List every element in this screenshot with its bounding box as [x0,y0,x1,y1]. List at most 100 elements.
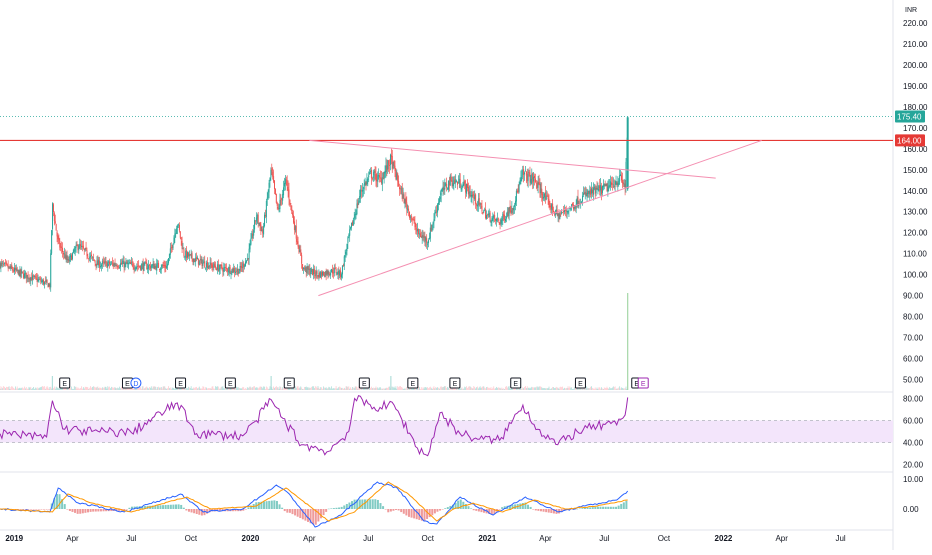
candle-body [228,271,229,272]
candle-body [260,223,261,226]
volume-bar [241,389,242,390]
volume-bar [425,387,426,390]
macd-histogram-bar [325,509,327,512]
macd-histogram-bar [35,509,37,510]
time-axis-tick-label: 2021 [478,534,496,543]
volume-bar [334,388,335,390]
candle-body [405,197,406,202]
volume-bar [447,387,448,390]
volume-bar [90,386,91,390]
candle-body [510,206,511,211]
volume-bar [207,388,208,390]
volume-bar [83,387,84,390]
candle-body [257,215,258,219]
candle-body [448,180,449,189]
volume-bar [12,387,13,390]
earnings-marker[interactable]: E [176,378,186,388]
candle-body [609,186,610,187]
macd-pane[interactable] [0,482,628,527]
earnings-marker[interactable]: E [60,378,70,388]
earnings-marker[interactable]: E [450,378,460,388]
candle-body [89,257,90,259]
volume-bar [323,386,324,390]
candle-body [145,262,146,264]
candle-body [540,188,541,192]
candle-body [450,175,451,185]
macd-histogram-bar [276,501,278,509]
macd-histogram-bar [431,509,433,515]
candle-body [502,214,503,220]
volume-bar [308,387,309,390]
candle-body [192,253,193,259]
candle-body [303,268,304,270]
volume-bar [443,387,444,390]
axes-layer[interactable]: 50.0060.0070.0080.0090.00100.00110.00120… [5,19,928,543]
candle-body [535,179,536,183]
volume-bar [335,388,336,390]
volume-bar [76,387,77,390]
candle-body [431,228,432,231]
volume-bar [203,386,204,390]
volume-bar [548,388,549,390]
earnings-marker[interactable]: E [284,378,294,388]
candle-body [250,244,251,249]
volume-bar [473,388,474,390]
macd-histogram-bar [527,505,529,509]
earnings-marker[interactable]: E [408,378,418,388]
volume-bar [224,388,225,390]
volume-bar [5,388,6,390]
candle-body [404,194,405,203]
volume-bar [146,386,147,390]
volume-bar [578,389,579,390]
candle-body [566,210,567,211]
candle-body [356,214,357,215]
earnings-marker[interactable]: E [359,378,369,388]
volume-bar [597,388,598,390]
earnings-marker[interactable]: E [575,378,585,388]
candle-body [81,246,82,247]
candle-body [31,277,32,280]
candle-body [408,209,409,211]
macd-histogram-bar [499,509,501,510]
volume-bar [272,389,273,390]
candle-body [50,253,51,287]
macd-histogram-bar [429,509,431,517]
candle-body [156,264,157,271]
macd-histogram-bar [369,499,371,509]
volume-bar [330,388,331,390]
volume-bar [145,387,146,390]
volume-bar [19,388,20,390]
macd-histogram-bar [100,509,102,511]
volume-bar [472,388,473,390]
candle-body [16,268,17,270]
volume-bar [304,387,305,390]
earnings-marker[interactable]: E [511,378,521,388]
candle-body [409,212,410,218]
macd-histogram-bar [400,509,402,512]
candle-body [391,155,392,157]
candle-body [86,250,87,256]
volume-bar [445,386,446,390]
volume-bar [573,389,574,390]
candle-body [9,266,10,268]
earnings-marker[interactable]: E [225,378,235,388]
candlestick-series[interactable] [0,117,629,292]
candle-body [326,271,327,275]
candle-body [410,217,411,218]
volume-bar [592,388,593,390]
volume-bar [435,387,436,390]
candle-body [105,261,106,263]
upcoming-earnings-marker[interactable]: E [638,378,648,388]
volume-bar [17,387,18,390]
volume-bar [512,389,513,390]
volume-bar [251,387,252,390]
volume-bar [206,388,207,390]
candle-body [397,173,398,181]
dividend-marker[interactable]: D [131,378,141,388]
macd-histogram-bar [126,509,128,510]
volume-bar [570,388,571,390]
volume-bar [321,387,322,390]
